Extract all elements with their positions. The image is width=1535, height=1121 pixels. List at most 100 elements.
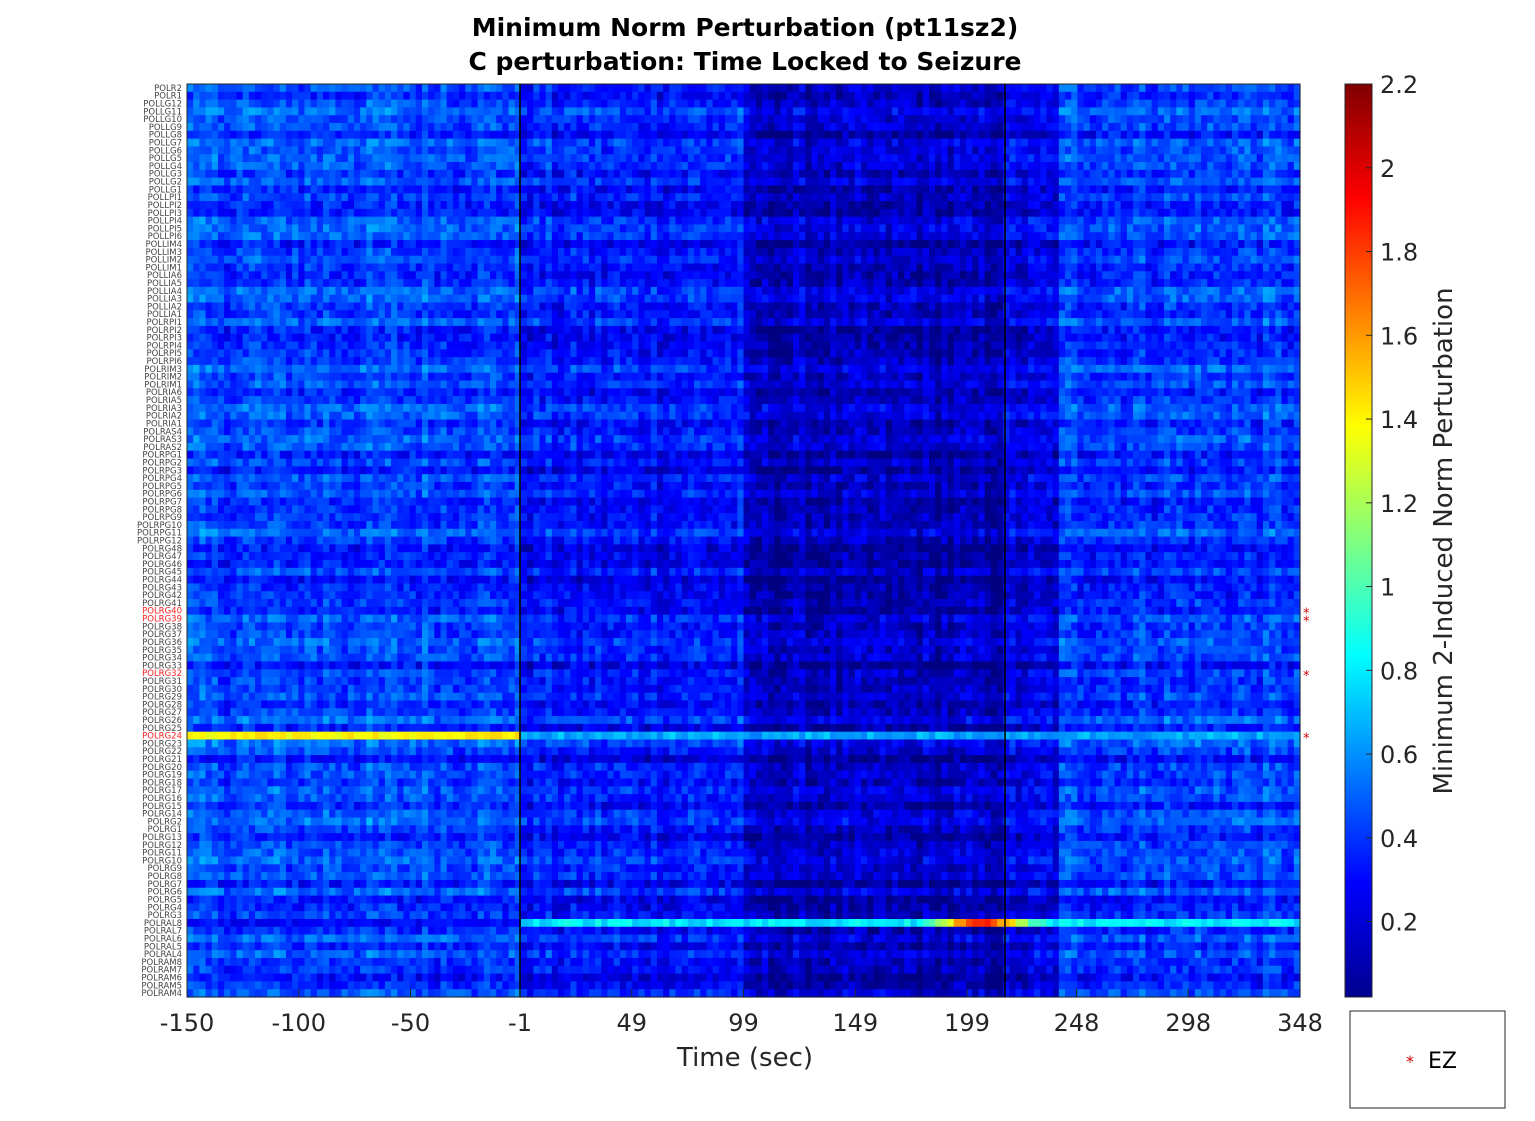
heatmap-cell [786,263,794,272]
heatmap-cell [953,193,961,202]
heatmap-cell [879,286,887,296]
heatmap-cell [1034,208,1041,218]
heatmap-cell [459,271,466,280]
heatmap-cell [718,201,726,210]
heatmap-cell [1046,255,1054,265]
heatmap-cell [595,263,602,272]
heatmap-cell [236,146,244,155]
heatmap-cell [446,208,454,218]
heatmap-cell [1120,263,1128,272]
heatmap-cell [644,138,652,148]
heatmap-cell [1244,224,1252,233]
heatmap-cell [836,286,844,296]
heatmap-cell [990,247,998,257]
heatmap-cell [910,162,918,171]
heatmap-cell [731,240,738,249]
heatmap-cell [341,240,349,249]
heatmap-cell [539,130,547,140]
heatmap-cell [292,255,299,265]
heatmap-cell [329,177,336,187]
heatmap-cell [675,294,683,304]
heatmap-cell [836,84,844,93]
heatmap-cell [922,99,930,109]
heatmap-cell [966,232,973,241]
heatmap-cell [366,294,374,304]
heatmap-cell [576,271,584,280]
heatmap-cell [1077,138,1085,148]
heatmap-cell [545,232,553,241]
heatmap-cell [1287,216,1295,226]
heatmap-cell [434,255,442,265]
heatmap-cell [267,279,275,288]
heatmap-cell [1114,193,1122,202]
heatmap-cell [1077,263,1085,272]
heatmap-cell [1120,193,1128,202]
heatmap-cell [1108,115,1116,124]
heatmap-cell [613,130,621,140]
heatmap-cell [273,91,281,101]
heatmap-cell [533,162,541,171]
heatmap-cell [990,255,998,265]
heatmap-cell [310,84,318,93]
heatmap-cell [718,232,726,241]
heatmap-cell [1201,146,1208,155]
heatmap-cell [792,271,800,280]
heatmap-cell [533,232,541,241]
heatmap-cell [341,294,349,304]
heatmap-cell [947,115,955,124]
heatmap-cell [508,232,516,241]
heatmap-cell [885,154,893,163]
heatmap-cell [966,201,973,210]
heatmap-cell [1176,201,1184,210]
heatmap-cell [1021,146,1029,155]
heatmap-cell [230,107,238,116]
heatmap-cell [1238,201,1245,210]
heatmap-cell [1120,99,1128,109]
heatmap-cell [588,294,596,304]
heatmap-cell [836,294,844,304]
heatmap-cell [1058,162,1066,171]
heatmap-cell [1114,115,1122,124]
heatmap-cell [1182,138,1190,148]
heatmap-cell [1194,154,1202,163]
heatmap-cell [508,263,516,272]
heatmap-cell [409,177,417,187]
heatmap-cell [984,279,992,288]
heatmap-cell [638,255,646,265]
heatmap-cell [953,177,961,187]
heatmap-cell [378,193,386,202]
heatmap-cell [916,294,924,304]
heatmap-cell [1207,263,1215,272]
heatmap-cell [607,255,615,265]
heatmap-cell [558,99,565,109]
heatmap-cell [520,130,528,140]
heatmap-cell [1269,84,1276,93]
heatmap-cell [440,286,448,296]
heatmap-cell [601,138,609,148]
heatmap-cell [823,91,831,101]
heatmap-cell [341,177,349,187]
heatmap-cell [619,224,627,233]
heatmap-cell [1095,130,1103,140]
heatmap-cell [452,224,460,233]
heatmap-cell [520,255,528,265]
heatmap-cell [372,224,380,233]
heatmap-cell [496,255,503,265]
heatmap-cell [724,84,732,93]
heatmap-cell [329,279,336,288]
heatmap-cell [953,286,961,296]
heatmap-cell [805,286,813,296]
heatmap-cell [718,185,726,194]
heatmap-cell [1120,138,1128,148]
heatmap-cell [780,123,788,132]
heatmap-cell [1065,224,1072,233]
heatmap-cell [341,154,349,163]
heatmap-cell [700,107,707,116]
heatmap-cell [520,177,528,187]
heatmap-cell [1139,201,1147,210]
heatmap-cell [261,146,268,155]
heatmap-cell [1071,99,1078,109]
heatmap-cell [626,146,633,155]
heatmap-cell [230,123,238,132]
heatmap-cell [360,240,367,249]
